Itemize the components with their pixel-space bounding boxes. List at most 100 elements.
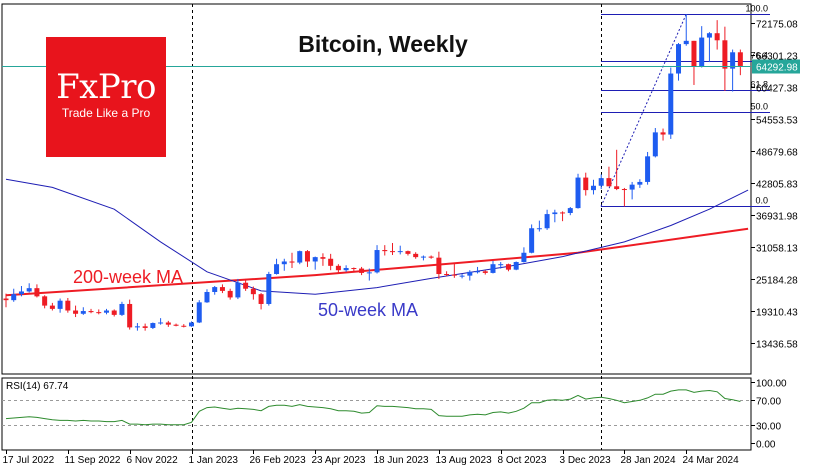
- fib-trend-line: [600, 13, 687, 207]
- candle-body: [652, 132, 658, 157]
- candle: [397, 245, 403, 255]
- ma50-line: [5, 178, 749, 295]
- fib-level-label-4: 0.0: [755, 196, 768, 206]
- candle: [583, 172, 589, 196]
- candle-body: [18, 291, 24, 295]
- fxpro-logo: FxPro Trade Like a Pro: [46, 37, 166, 157]
- candle-body: [629, 184, 635, 190]
- time-tick-label: 26 Feb 2023: [250, 455, 307, 466]
- candle: [304, 250, 310, 267]
- candle: [119, 301, 125, 316]
- candle-body: [521, 252, 527, 263]
- time-tick-label: 1 Jan 2023: [189, 455, 239, 466]
- price-tick-label: 19310.43: [756, 308, 798, 319]
- price-tick-label: 13436.58: [756, 340, 798, 351]
- candle-body: [668, 73, 674, 135]
- candle-body: [312, 257, 318, 262]
- candle-body: [3, 298, 9, 301]
- candle-body: [320, 257, 326, 259]
- candle: [706, 32, 712, 63]
- candle: [590, 179, 596, 195]
- candle-body: [621, 189, 627, 191]
- candle: [567, 207, 573, 216]
- candle-body: [683, 40, 689, 45]
- candle-body: [304, 251, 310, 262]
- candle: [281, 258, 287, 271]
- candle-body: [513, 262, 519, 270]
- candle-body: [142, 326, 148, 328]
- time-tick-label: 28 Jan 2024: [621, 455, 676, 466]
- candle: [382, 245, 388, 256]
- candle-body: [467, 271, 473, 276]
- ma200-label: 200-week MA: [73, 267, 183, 287]
- candle: [459, 274, 465, 279]
- candle-body: [80, 311, 86, 314]
- candle: [297, 250, 303, 265]
- time-tick-label: 13 Aug 2023: [436, 455, 493, 466]
- candle: [80, 307, 86, 315]
- candle-body: [96, 312, 102, 314]
- candle-body: [173, 324, 179, 326]
- candle-body: [328, 258, 334, 266]
- candle-body: [42, 296, 48, 306]
- candle: [614, 149, 620, 191]
- candle-body: [614, 186, 620, 190]
- price-panel-frame: [1, 3, 752, 375]
- candle: [575, 173, 581, 209]
- candle: [258, 293, 264, 310]
- candle: [629, 181, 635, 200]
- price-tick-label: 66301.23: [756, 52, 798, 63]
- candle: [691, 40, 697, 85]
- candle-body: [590, 185, 596, 191]
- candle: [34, 284, 40, 298]
- candle-body: [204, 291, 210, 303]
- candle-body: [699, 37, 705, 67]
- candle-body: [459, 275, 465, 277]
- candle: [513, 261, 519, 271]
- candle-body: [482, 271, 488, 273]
- candle: [730, 49, 736, 92]
- candle-body: [436, 257, 442, 275]
- candle-body: [374, 250, 380, 273]
- candle: [351, 267, 357, 272]
- candle-body: [660, 132, 666, 135]
- candle: [660, 128, 666, 141]
- candle-body: [134, 326, 140, 328]
- candle: [521, 247, 527, 263]
- candle: [436, 251, 442, 279]
- candle-body: [390, 251, 395, 253]
- candle: [11, 288, 17, 302]
- price-tick-label: 42805.83: [756, 180, 798, 191]
- candle-body: [11, 294, 17, 301]
- candle-body: [150, 323, 156, 328]
- candle-body: [57, 300, 63, 309]
- candle: [683, 14, 689, 46]
- candle: [65, 297, 71, 313]
- candle: [498, 262, 504, 269]
- candle: [26, 283, 32, 293]
- candle-body: [227, 290, 233, 298]
- candle: [73, 305, 79, 318]
- price-tick-label: 60427.38: [756, 84, 798, 95]
- fib-level-label-2: 61.8: [750, 80, 768, 90]
- candle: [243, 278, 249, 291]
- candle: [413, 252, 419, 259]
- chart-title: Bitcoin, Weekly: [298, 31, 468, 57]
- candle: [204, 289, 210, 303]
- candle-body: [405, 251, 411, 254]
- candle-body: [722, 40, 728, 69]
- candle-body: [552, 212, 558, 215]
- candle: [444, 271, 450, 277]
- time-tick-label: 3 Dec 2023: [560, 455, 612, 466]
- candle-body: [127, 303, 133, 328]
- time-tick-label: 11 Sep 2022: [65, 455, 121, 466]
- candle-body: [243, 282, 249, 289]
- candle-body: [420, 256, 426, 258]
- logo-name: FxPro: [56, 67, 156, 107]
- candle: [714, 20, 720, 50]
- price-tick-label: 31058.13: [756, 244, 798, 255]
- candle-body: [444, 274, 450, 276]
- current-price-tag: [752, 59, 800, 74]
- candle: [536, 220, 542, 232]
